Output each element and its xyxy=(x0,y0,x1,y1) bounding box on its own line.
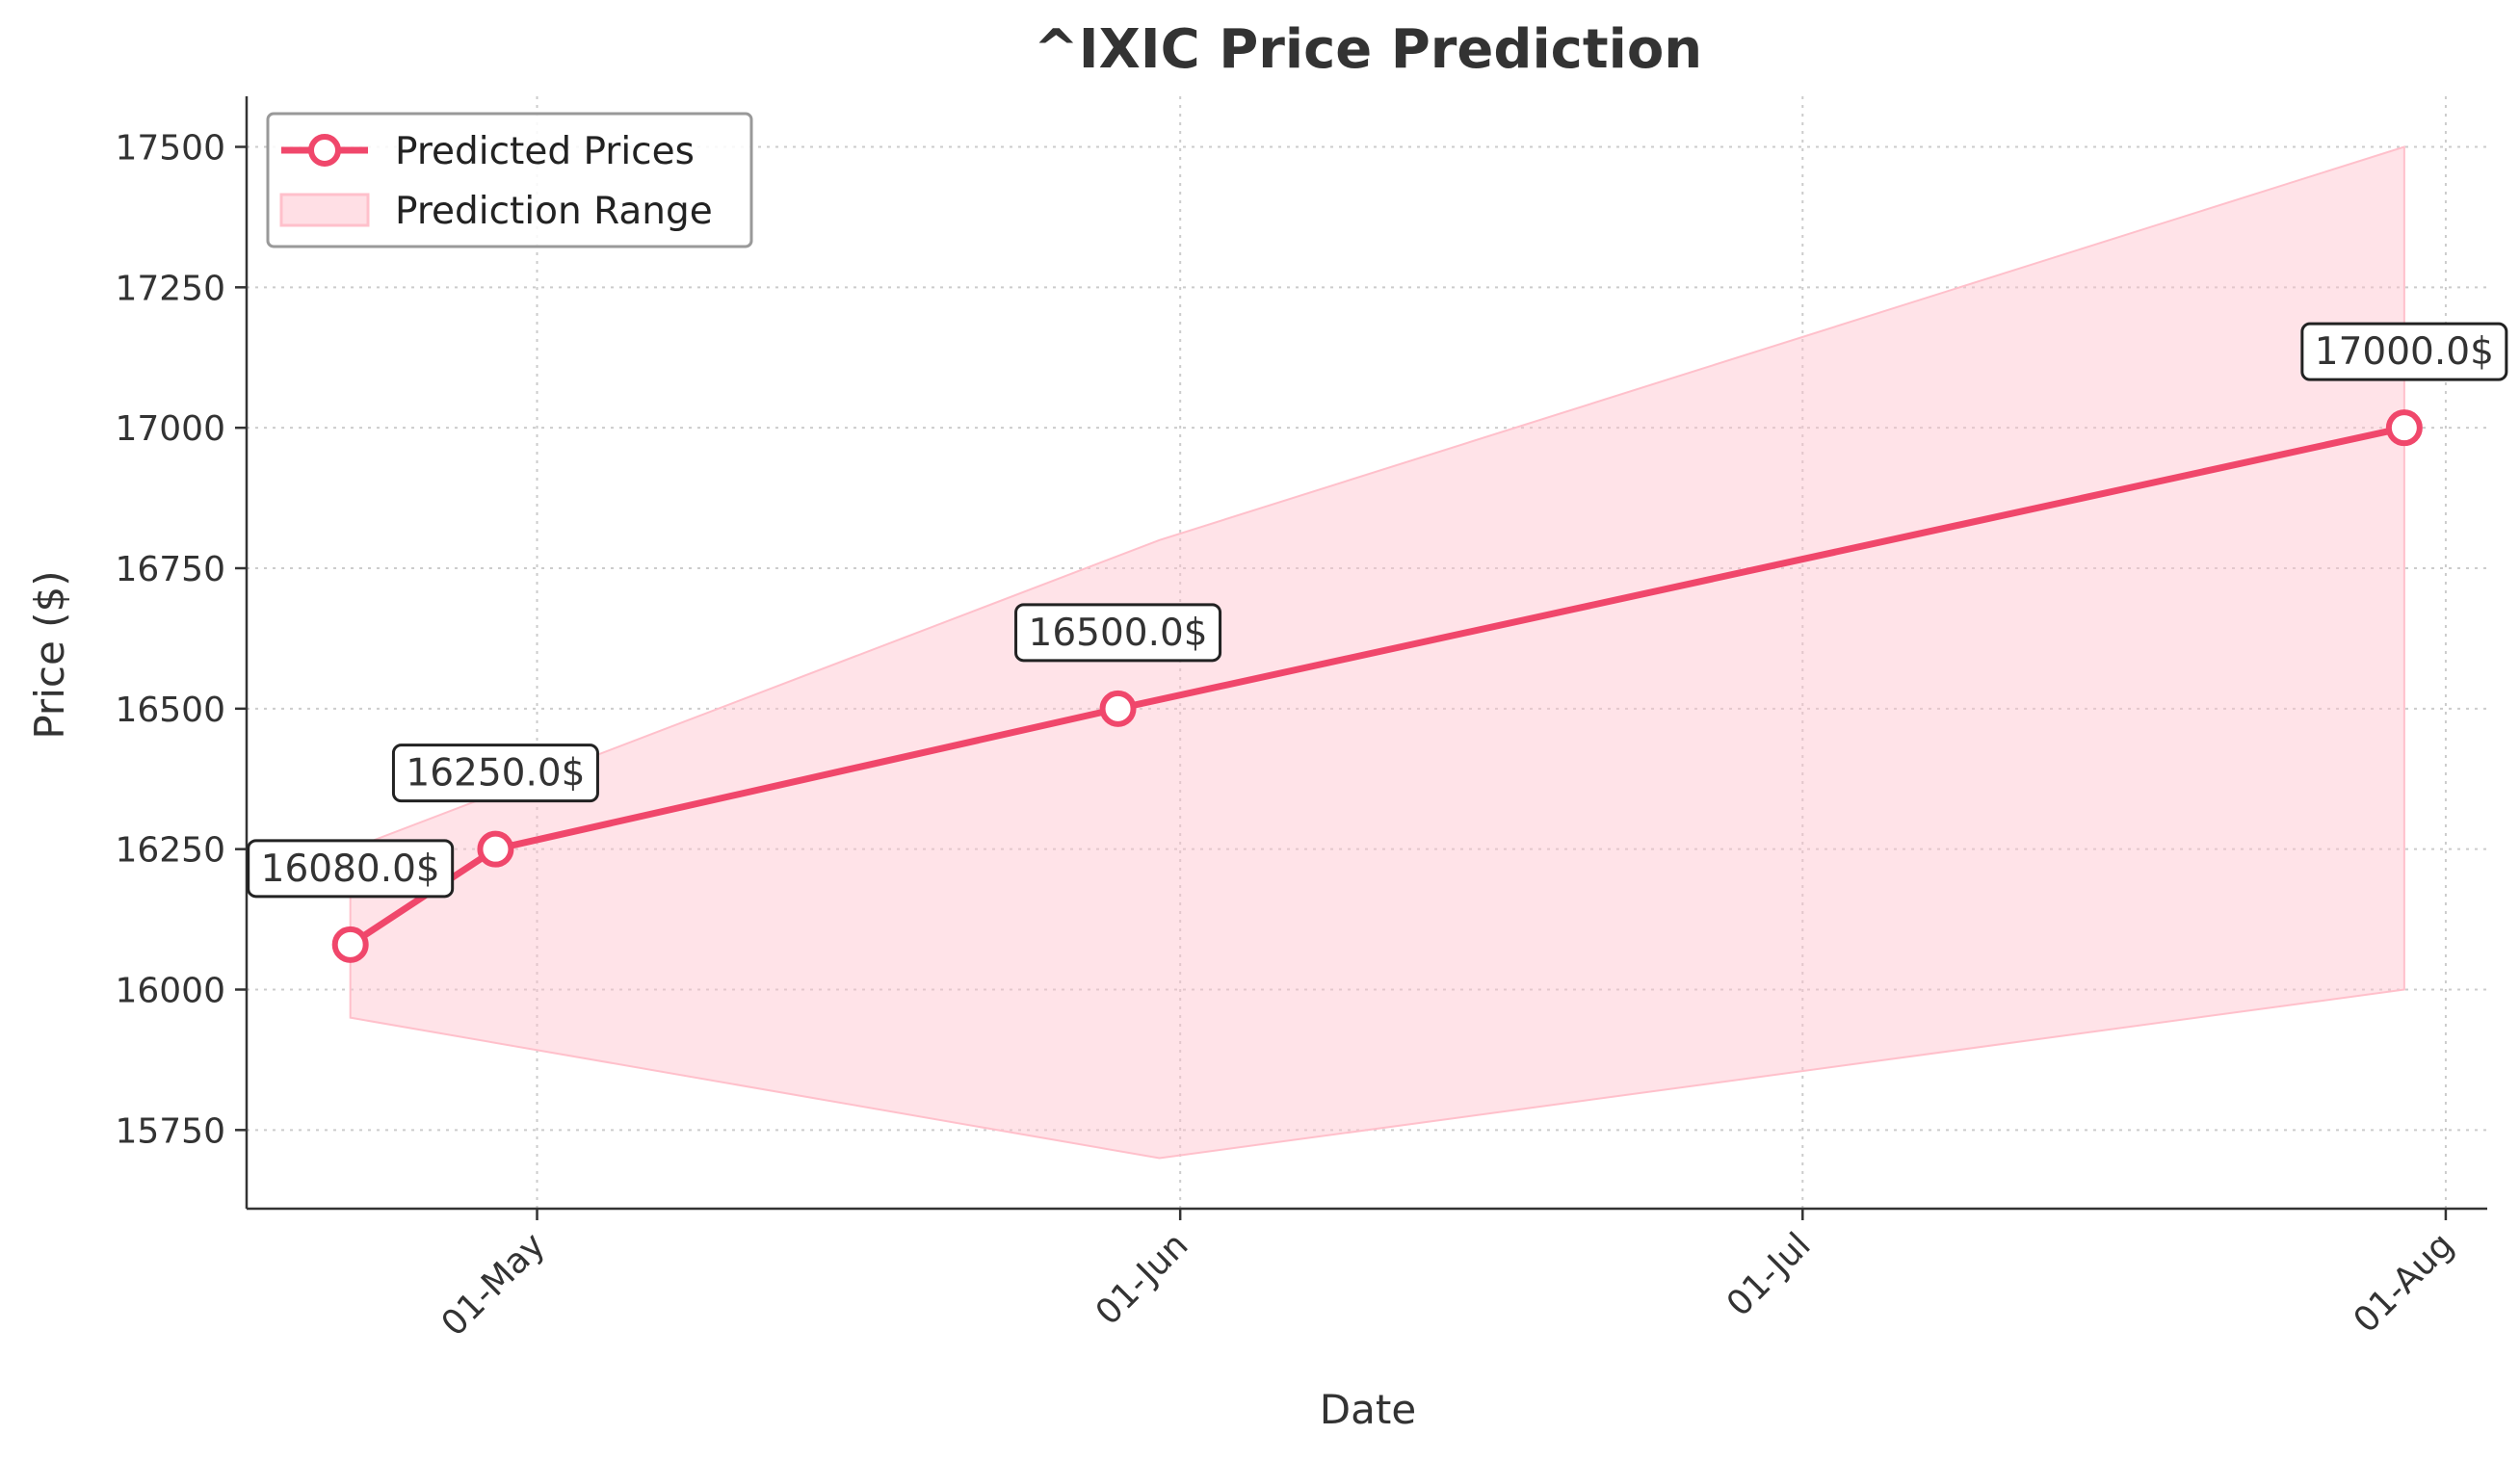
data-label: 16250.0$ xyxy=(406,752,585,796)
legend-box xyxy=(266,112,753,248)
x-axis-label: Date xyxy=(1320,1386,1416,1433)
data-labels: 16080.0$ 16250.0$ 16500.0$ 17000.0$ xyxy=(247,322,2508,899)
legend-label-predicted: Predicted Prices xyxy=(395,130,695,173)
data-label-box xyxy=(391,744,599,803)
legend-label-range: Prediction Range xyxy=(395,190,713,233)
data-point-marker xyxy=(2385,409,2423,447)
y-tick-label: 16250 xyxy=(115,831,225,871)
data-label-box xyxy=(2300,322,2508,381)
legend-marker-icon xyxy=(308,134,341,167)
y-tick-label: 17250 xyxy=(115,269,225,308)
y-tick-label: 16000 xyxy=(115,972,225,1011)
data-label-box xyxy=(1014,603,1222,663)
data-point-marker xyxy=(477,830,514,868)
y-tick-label: 17000 xyxy=(115,409,225,449)
y-tick-label: 17500 xyxy=(115,129,225,169)
data-label-box xyxy=(247,839,455,899)
data-point-marker xyxy=(331,926,369,963)
data-label: 17000.0$ xyxy=(2315,330,2494,374)
y-tick-label: 16500 xyxy=(115,691,225,730)
chart-title: ^IXIC Price Prediction xyxy=(1034,18,1702,81)
data-label: 16500.0$ xyxy=(1029,612,1208,655)
legend: Predicted Prices Prediction Range xyxy=(266,112,753,248)
data-label: 16080.0$ xyxy=(261,848,440,891)
y-tick-label: 15750 xyxy=(115,1111,225,1151)
y-tick-label: 16750 xyxy=(115,550,225,589)
legend-range-swatch-icon xyxy=(279,193,370,227)
data-point-marker xyxy=(1099,690,1137,727)
y-axis-label: Price ($) xyxy=(26,570,73,739)
